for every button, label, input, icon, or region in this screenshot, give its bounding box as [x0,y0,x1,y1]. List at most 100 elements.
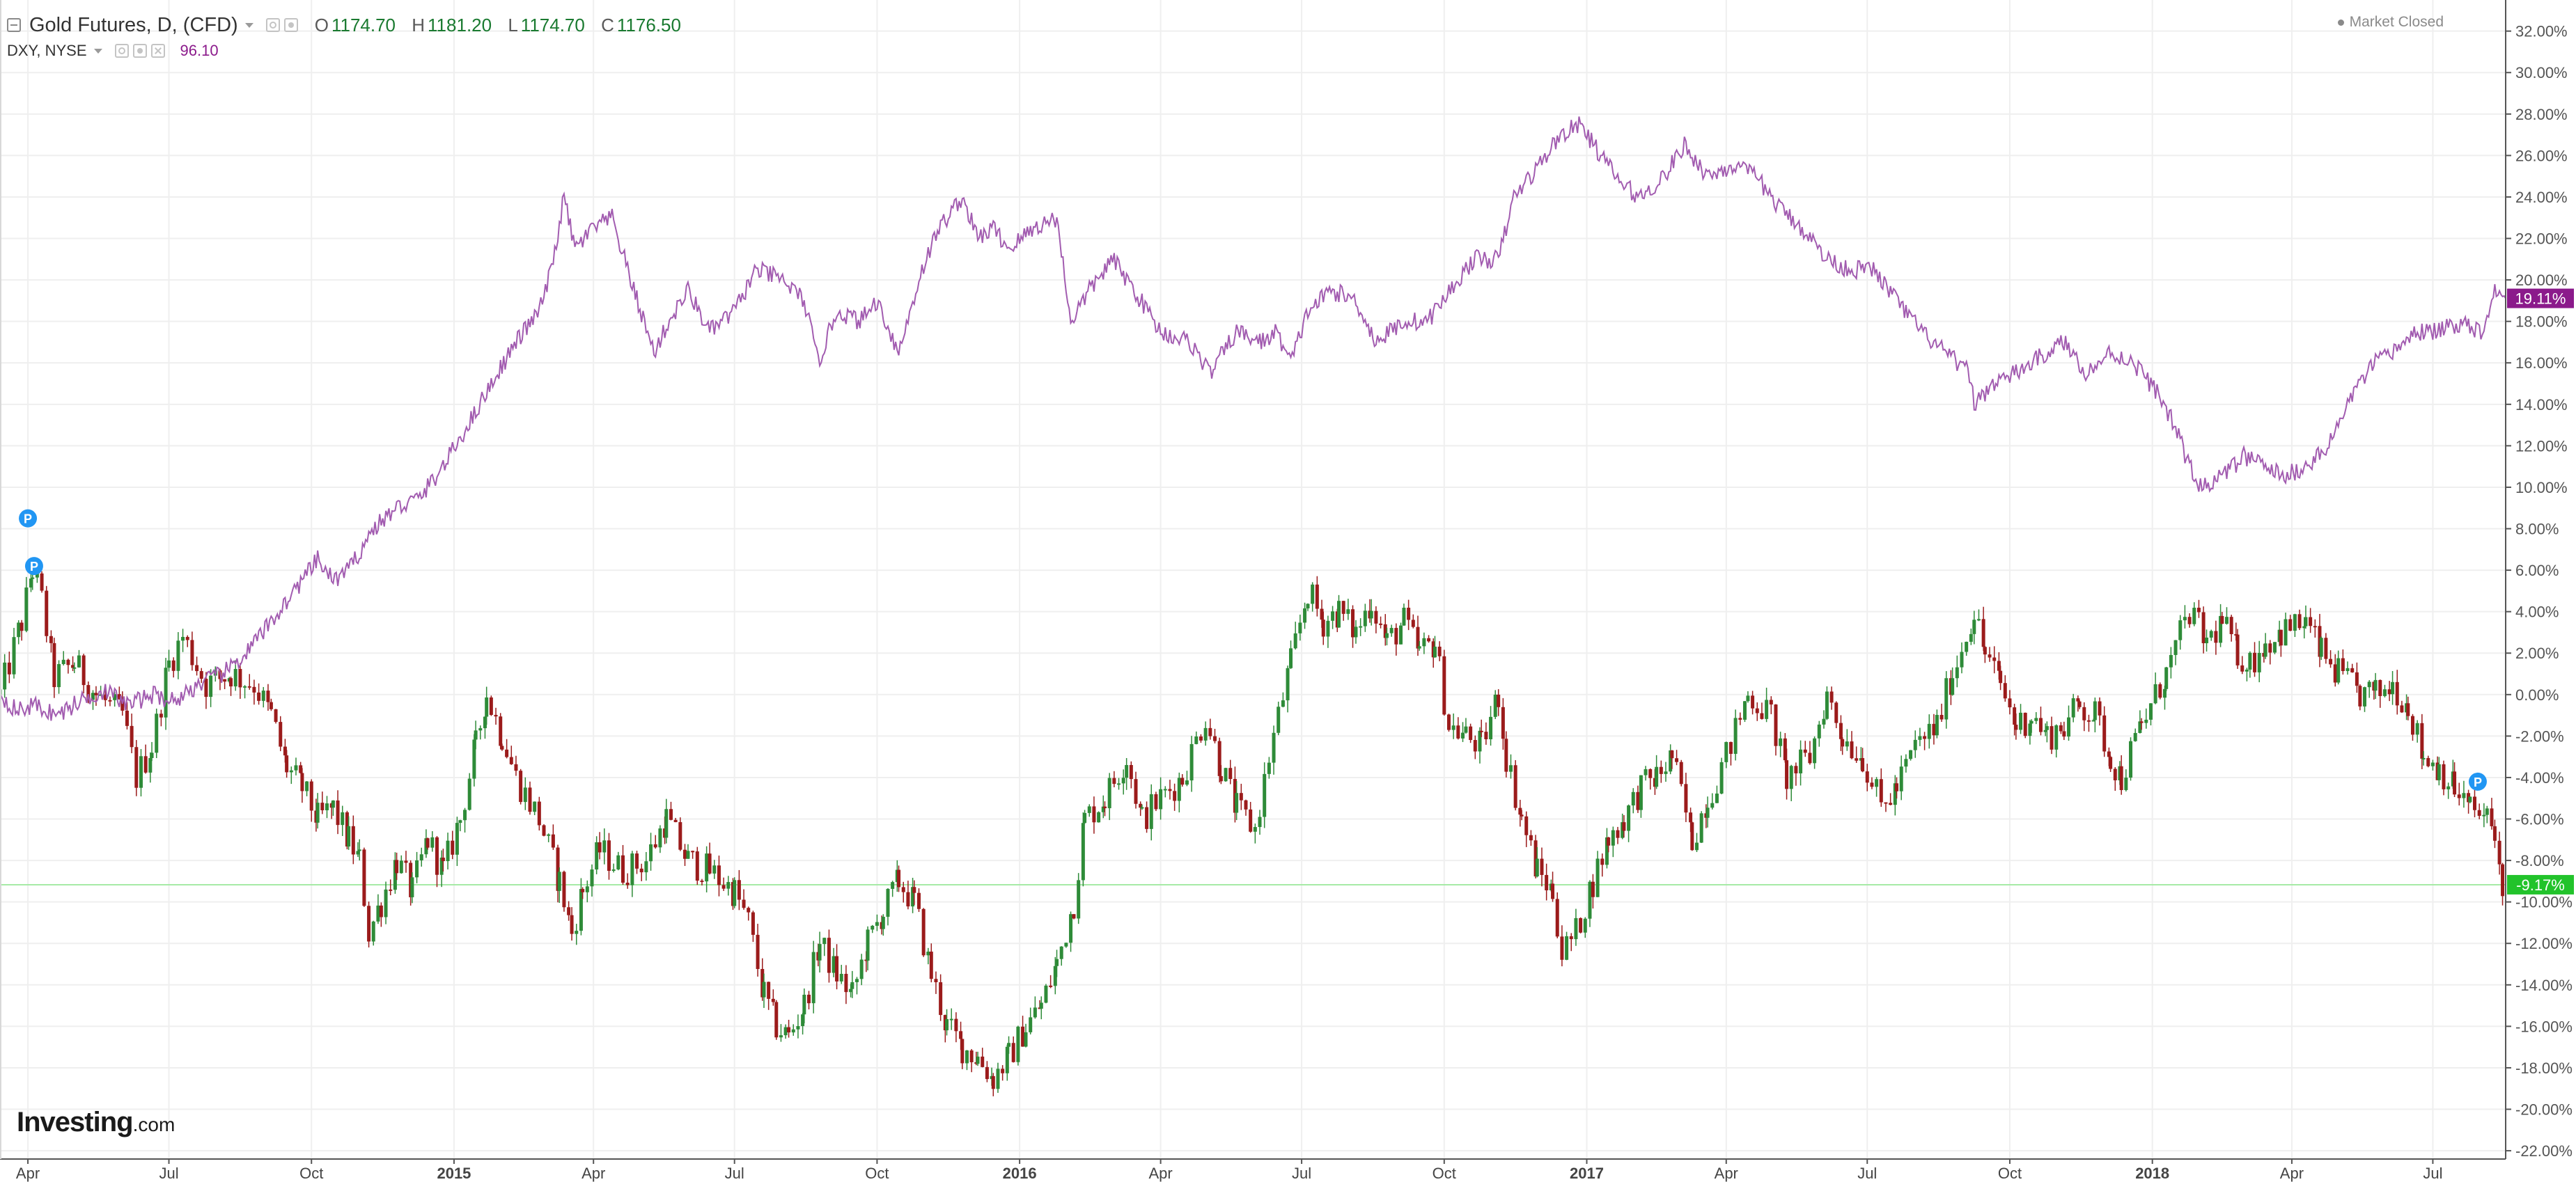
candle [911,877,915,913]
candle-body [1659,766,1663,774]
eye-icon[interactable] [114,44,129,58]
chevron-down-icon[interactable] [244,22,253,28]
candle [1461,722,1465,742]
candle [458,819,462,832]
candle [1588,880,1592,927]
candle [1518,799,1522,827]
candle [2442,760,2446,796]
candle [1478,727,1482,764]
y-tick-label: 30.00% [2515,64,2568,81]
candle [1560,925,1564,967]
event-markers[interactable]: P P P [19,509,2487,791]
candle [751,911,755,943]
candle-body [426,838,430,848]
x-tick-label: 2017 [1570,1165,1604,1182]
collapse-legend-icon[interactable] [7,18,21,32]
candle-body [708,853,712,874]
x-tick-label: Jul [1857,1165,1877,1182]
chevron-down-icon[interactable] [93,48,102,54]
x-tick-label: Apr [1148,1165,1172,1182]
gear-icon[interactable] [132,44,147,58]
candle [1180,774,1185,787]
main-symbol-title[interactable]: Gold Futures, D, (CFD) [29,13,238,36]
candle [767,982,771,1010]
candle [1359,618,1363,636]
candle [528,781,532,815]
y-tick-label: -16.00% [2515,1018,2573,1035]
candle [1611,826,1615,858]
candle-body [494,714,498,717]
close-icon[interactable] [150,44,165,58]
candle [1715,785,1719,803]
candle [1659,760,1663,783]
candle-body [1001,1069,1005,1073]
candle-body [542,825,546,836]
candle-body [1331,611,1335,621]
candle [1383,614,1387,646]
candle [1595,851,1600,897]
candle [1622,814,1626,838]
compare-symbol-title[interactable]: DXY, NYSE [7,42,87,59]
candle [519,769,523,805]
candle [1951,667,1955,696]
candle [854,977,859,995]
dxy-last-badge-label: 19.11% [2515,290,2566,308]
candle [404,851,408,873]
candle-body [1710,803,1715,808]
candle-body [2054,725,2059,750]
candle-body [247,686,251,688]
candle-body [1669,750,1673,772]
y-tick-label: 12.00% [2515,437,2568,455]
candle-body [341,812,345,826]
candle-body [1121,778,1125,784]
candle [551,824,555,850]
candle [143,744,148,774]
candle-body [630,853,634,885]
candle-body [959,1031,963,1039]
candle-body [742,899,746,908]
candle-body [31,577,35,579]
candle-body [274,709,278,723]
candle-body [52,643,56,688]
candle [1861,748,1865,773]
y-tick-label: -2.00% [2515,727,2564,745]
candle-body [2028,723,2032,736]
candle [1927,714,1931,749]
candle-body [1217,741,1221,776]
candle [2148,703,2153,726]
candle [159,709,163,727]
candle-body [737,880,741,900]
gear-icon[interactable] [283,18,298,32]
eye-icon[interactable] [265,18,280,32]
candle [1825,686,1829,720]
candle-body [1092,806,1096,823]
candle-body [2093,701,2097,720]
candle [1669,744,1673,775]
candle-body [2023,712,2027,736]
candle [500,743,504,751]
candle-body [598,842,602,853]
candle-body [2059,725,2063,732]
candle-body [29,578,33,588]
candle-body [2220,615,2224,624]
candle-body [2129,741,2133,778]
candle [1389,624,1394,637]
candle [756,924,760,977]
candle-body [514,764,518,771]
y-tick-label: 32.00% [2515,23,2568,40]
candle-body [1286,668,1290,701]
y-tick-label: -12.00% [2515,935,2573,952]
candle [389,879,393,896]
candle [384,881,388,924]
candle [1139,801,1143,817]
candle [2336,650,2341,685]
candle-body [2062,731,2066,737]
candle [1724,741,1728,769]
candle-body [1803,749,1807,753]
candle-body [839,973,843,982]
candle-body [2003,683,2007,699]
candle-body [1636,791,1640,810]
candle [567,901,571,921]
candle-body [1533,840,1538,877]
